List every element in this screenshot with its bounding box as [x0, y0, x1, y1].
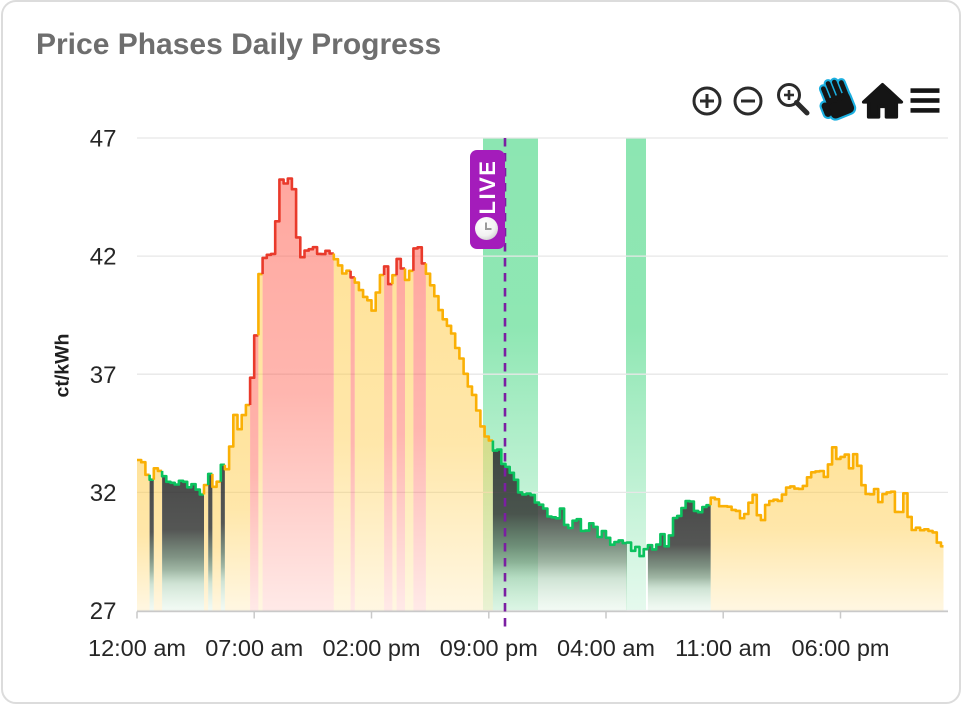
svg-text:02:00 pm: 02:00 pm: [323, 635, 421, 661]
svg-text:11:00 am: 11:00 am: [675, 635, 771, 661]
svg-text:42: 42: [90, 244, 117, 271]
svg-text:07:00 am: 07:00 am: [205, 635, 303, 661]
svg-text:Price Phases Daily Progress: Price Phases Daily Progress: [36, 28, 441, 61]
svg-text:37: 37: [90, 362, 117, 389]
svg-text:06:00 pm: 06:00 pm: [792, 635, 890, 661]
svg-text:LIVE: LIVE: [475, 160, 500, 215]
svg-text:32: 32: [90, 480, 117, 507]
svg-text:47: 47: [90, 126, 117, 153]
svg-text:09:00 pm: 09:00 pm: [440, 635, 538, 661]
svg-text:27: 27: [90, 598, 117, 625]
svg-text:12:00 am: 12:00 am: [88, 635, 186, 661]
svg-text:04:00 am: 04:00 am: [557, 635, 655, 661]
svg-text:ct/kWh: ct/kWh: [52, 334, 74, 398]
